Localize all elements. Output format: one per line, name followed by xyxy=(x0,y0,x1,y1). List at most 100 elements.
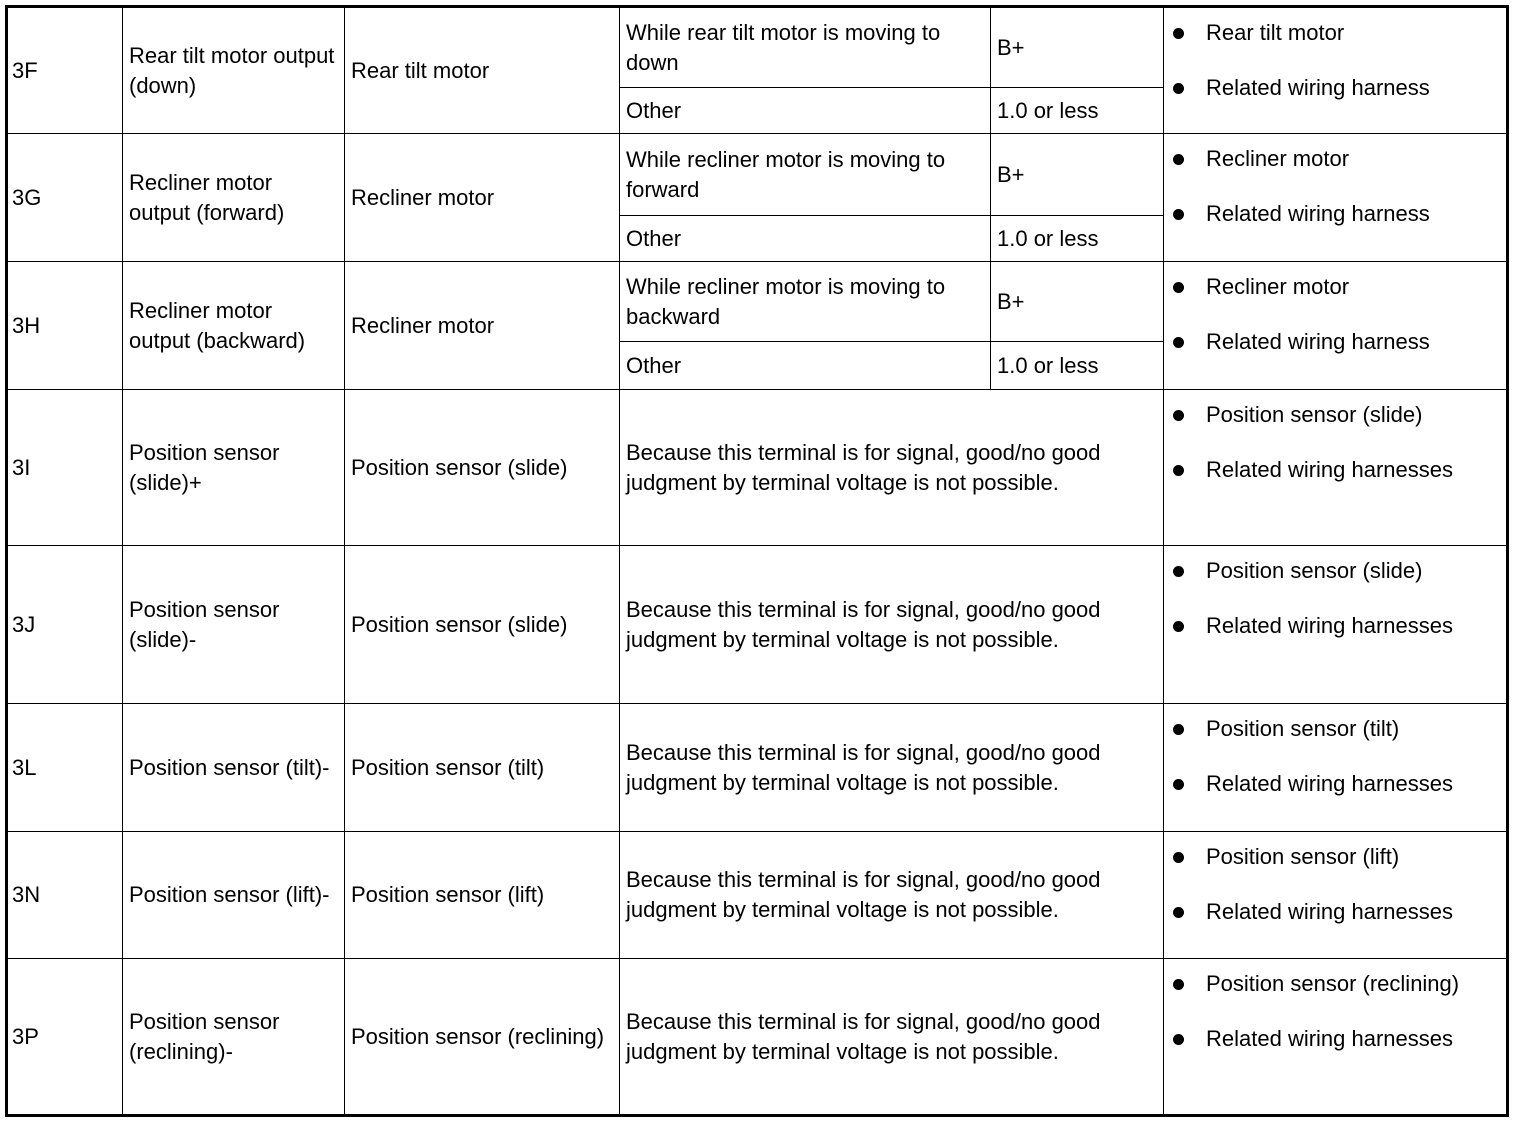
terminal-number: 3J xyxy=(6,545,123,704)
signal-note: Because this terminal is for signal, goo… xyxy=(619,703,1164,832)
possible-cause-text: Recliner motor xyxy=(1206,274,1350,299)
possible-cause-item: Related wiring harnesses xyxy=(1173,1024,1500,1054)
voltage-value: B+ xyxy=(990,133,1164,216)
possible-cause-item: Related wiring harness xyxy=(1173,199,1500,229)
bullet-icon xyxy=(1173,907,1184,918)
bullet-icon xyxy=(1173,337,1184,348)
possible-cause-text: Related wiring harness xyxy=(1206,329,1430,354)
possible-causes: Recliner motor Related wiring harness xyxy=(1163,261,1508,390)
possible-cause-item: Position sensor (slide) xyxy=(1173,556,1500,586)
possible-causes: Rear tilt motor Related wiring harness xyxy=(1163,6,1508,134)
possible-causes-list: Recliner motor Related wiring harness xyxy=(1173,144,1500,229)
possible-cause-text: Position sensor (reclining) xyxy=(1206,971,1460,996)
bullet-icon xyxy=(1173,83,1184,94)
bullet-icon xyxy=(1173,209,1184,220)
possible-cause-item: Related wiring harnesses xyxy=(1173,455,1500,485)
possible-cause-text: Position sensor (lift) xyxy=(1206,844,1400,869)
table-row: 3L Position sensor (tilt)- Position sens… xyxy=(6,703,1508,832)
condition-text: Other xyxy=(619,87,991,134)
terminal-description: Position sensor (reclining)- xyxy=(122,958,345,1116)
connected-component: Position sensor (lift) xyxy=(344,831,620,959)
bullet-icon xyxy=(1173,465,1184,476)
table-row: 3P Position sensor (reclining)- Position… xyxy=(6,958,1508,1116)
table-row: 3I Position sensor (slide)+ Position sen… xyxy=(6,389,1508,546)
possible-causes-list: Rear tilt motor Related wiring harness xyxy=(1173,18,1500,103)
table-row: 3G Recliner motor output (forward) Recli… xyxy=(6,133,1508,262)
bullet-icon xyxy=(1173,28,1184,39)
table-row: 3J Position sensor (slide)- Position sen… xyxy=(6,545,1508,704)
terminal-description: Position sensor (slide)+ xyxy=(122,389,345,546)
possible-causes: Recliner motor Related wiring harness xyxy=(1163,133,1508,262)
possible-cause-text: Related wiring harness xyxy=(1206,201,1430,226)
possible-causes: Position sensor (reclining) Related wirin… xyxy=(1163,958,1508,1116)
condition-text: While recliner motor is moving to backwa… xyxy=(619,261,991,342)
possible-cause-text: Related wiring harnesses xyxy=(1206,899,1454,924)
terminal-number: 3L xyxy=(6,703,123,832)
table-row: 3F Rear tilt motor output (down) Rear ti… xyxy=(6,6,1508,134)
possible-causes-list: Recliner motor Related wiring harness xyxy=(1173,272,1500,357)
possible-cause-item: Recliner motor xyxy=(1173,272,1500,302)
condition-text: While recliner motor is moving to forwar… xyxy=(619,133,991,216)
possible-causes: Position sensor (slide) Related wiring ha… xyxy=(1163,389,1508,546)
bullet-icon xyxy=(1173,282,1184,293)
signal-note: Because this terminal is for signal, goo… xyxy=(619,831,1164,959)
possible-causes-list: Position sensor (lift) Related wiring har… xyxy=(1173,842,1500,927)
possible-cause-item: Position sensor (reclining) xyxy=(1173,969,1500,999)
signal-note: Because this terminal is for signal, goo… xyxy=(619,389,1164,546)
terminal-number: 3P xyxy=(6,958,123,1116)
possible-cause-item: Related wiring harnesses xyxy=(1173,897,1500,927)
possible-cause-item: Related wiring harness xyxy=(1173,73,1500,103)
bullet-icon xyxy=(1173,852,1184,863)
terminal-inspection-table: 3F Rear tilt motor output (down) Rear ti… xyxy=(5,5,1509,1117)
terminal-description: Position sensor (tilt)- xyxy=(122,703,345,832)
bullet-icon xyxy=(1173,566,1184,577)
signal-note: Because this terminal is for signal, goo… xyxy=(619,545,1164,704)
voltage-value: B+ xyxy=(990,261,1164,342)
possible-causes: Position sensor (slide) Related wiring ha… xyxy=(1163,545,1508,704)
connected-component: Position sensor (tilt) xyxy=(344,703,620,832)
possible-causes: Position sensor (tilt) Related wiring har… xyxy=(1163,703,1508,832)
table-subrow: Other 1.0 or less xyxy=(7,87,1508,134)
possible-cause-item: Position sensor (lift) xyxy=(1173,842,1500,872)
connected-component: Position sensor (slide) xyxy=(344,389,620,546)
bullet-icon xyxy=(1173,621,1184,632)
terminal-description: Recliner motor output (backward) xyxy=(122,261,345,390)
possible-causes-list: Position sensor (tilt) Related wiring har… xyxy=(1173,714,1500,799)
possible-cause-text: Related wiring harnesses xyxy=(1206,1026,1454,1051)
possible-cause-item: Position sensor (slide) xyxy=(1173,400,1500,430)
possible-cause-text: Related wiring harnesses xyxy=(1206,457,1454,482)
possible-causes: Position sensor (lift) Related wiring har… xyxy=(1163,831,1508,959)
possible-causes-list: Position sensor (slide) Related wiring ha… xyxy=(1173,400,1500,485)
possible-cause-item: Recliner motor xyxy=(1173,144,1500,174)
terminal-description: Rear tilt motor output (down) xyxy=(122,6,345,134)
possible-cause-text: Related wiring harnesses xyxy=(1206,771,1454,796)
terminal-number: 3G xyxy=(6,133,123,262)
voltage-value: 1.0 or less xyxy=(990,341,1164,390)
connected-component: Position sensor (reclining) xyxy=(344,958,620,1116)
connected-component: Recliner motor xyxy=(344,133,620,262)
bullet-icon xyxy=(1173,724,1184,735)
possible-cause-item: Rear tilt motor xyxy=(1173,18,1500,48)
terminal-description: Position sensor (lift)- xyxy=(122,831,345,959)
terminal-description: Position sensor (slide)- xyxy=(122,545,345,704)
bullet-icon xyxy=(1173,1034,1184,1045)
possible-cause-text: Position sensor (slide) xyxy=(1206,402,1423,427)
possible-cause-text: Position sensor (slide) xyxy=(1206,558,1423,583)
table-row: 3H Recliner motor output (backward) Recl… xyxy=(6,261,1508,390)
possible-cause-item: Related wiring harnesses xyxy=(1173,769,1500,799)
possible-cause-text: Related wiring harness xyxy=(1206,75,1430,100)
voltage-value: 1.0 or less xyxy=(990,87,1164,134)
condition-text: While rear tilt motor is moving to down xyxy=(619,6,991,88)
bullet-icon xyxy=(1173,779,1184,790)
possible-cause-item: Position sensor (tilt) xyxy=(1173,714,1500,744)
voltage-value: 1.0 or less xyxy=(990,215,1164,262)
terminal-description: Recliner motor output (forward) xyxy=(122,133,345,262)
connected-component: Rear tilt motor xyxy=(344,6,620,134)
possible-cause-text: Position sensor (tilt) xyxy=(1206,716,1400,741)
bullet-icon xyxy=(1173,154,1184,165)
terminal-number: 3N xyxy=(6,831,123,959)
possible-cause-item: Related wiring harnesses xyxy=(1173,611,1500,641)
bullet-icon xyxy=(1173,410,1184,421)
possible-cause-text: Rear tilt motor xyxy=(1206,20,1345,45)
possible-cause-text: Recliner motor xyxy=(1206,146,1350,171)
